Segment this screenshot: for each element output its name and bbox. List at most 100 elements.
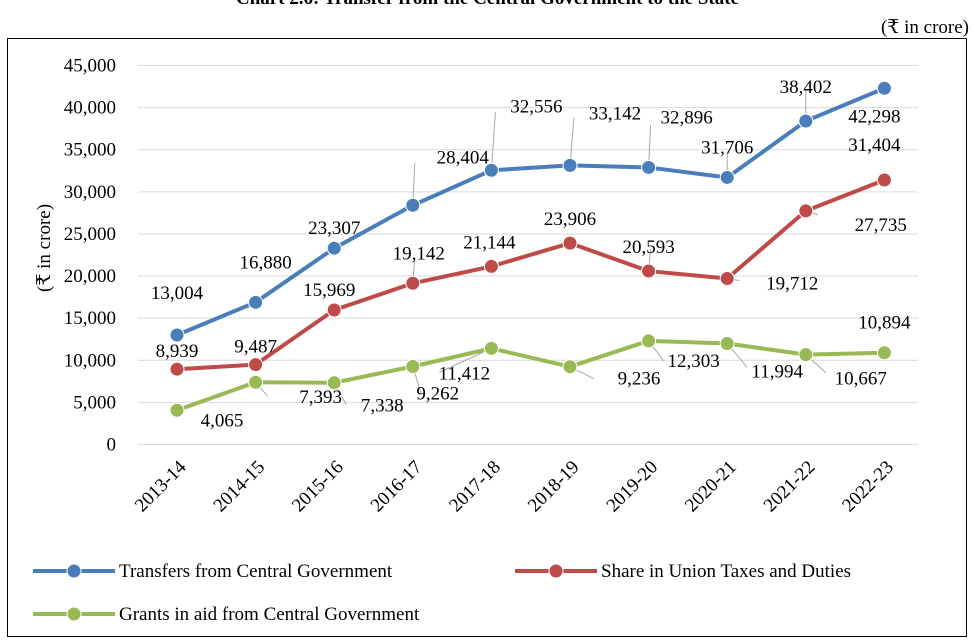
legend-swatch-marker-share bbox=[548, 563, 564, 579]
series-line-grants bbox=[176, 338, 885, 413]
data-point-grants bbox=[326, 375, 342, 391]
data-point-grants bbox=[405, 358, 421, 374]
data-point-transfers bbox=[405, 197, 421, 213]
data-label-share: 19,142 bbox=[393, 243, 445, 264]
data-point-share bbox=[641, 263, 657, 279]
data-label-share: 15,969 bbox=[303, 280, 355, 301]
x-tick-label: 2021-22 bbox=[760, 457, 820, 517]
data-label-share: 27,735 bbox=[855, 215, 907, 236]
data-label-share: 9,487 bbox=[234, 337, 277, 358]
x-axis: 2013-14 2014-15 2015-16 2016-17 2017-18 2018-… bbox=[131, 456, 898, 516]
data-point-share bbox=[248, 357, 264, 373]
series-line-share bbox=[176, 178, 886, 372]
data-point-share bbox=[483, 258, 499, 274]
data-label-transfers: 28,404 bbox=[437, 147, 490, 168]
data-label-transfers: 13,004 bbox=[151, 283, 204, 304]
data-label-share: 8,939 bbox=[156, 341, 199, 362]
leader-line bbox=[569, 117, 575, 166]
y-tick-label: 35,000 bbox=[64, 140, 116, 161]
legend-swatch-marker-transfers bbox=[66, 563, 82, 579]
legend: Transfers from Central Government Share i… bbox=[33, 561, 851, 625]
x-tick-label: 2019-20 bbox=[603, 457, 663, 517]
data-label-share: 23,906 bbox=[544, 209, 596, 230]
data-point-transfers bbox=[169, 327, 185, 343]
data-point-grants bbox=[562, 359, 578, 375]
data-point-share bbox=[798, 203, 814, 219]
series-group bbox=[169, 80, 892, 418]
leader-line bbox=[490, 112, 496, 171]
legend-swatch-marker-grants bbox=[66, 606, 82, 622]
chart-frame bbox=[7, 38, 967, 637]
data-point-transfers bbox=[798, 113, 814, 129]
data-label-grants: 11,994 bbox=[751, 361, 803, 382]
y-tick-label: 15,000 bbox=[64, 308, 116, 329]
y-tick-label: 45,000 bbox=[64, 56, 116, 77]
x-tick-label: 2018-19 bbox=[524, 457, 584, 517]
data-label-grants: 9,236 bbox=[618, 369, 661, 390]
data-point-transfers bbox=[562, 157, 578, 173]
data-label-grants: 9,262 bbox=[416, 383, 459, 404]
data-point-transfers bbox=[248, 294, 264, 310]
data-label-transfers: 16,880 bbox=[239, 252, 291, 273]
data-point-grants bbox=[169, 402, 185, 418]
data-point-share bbox=[562, 235, 578, 251]
data-point-transfers bbox=[876, 80, 892, 96]
data-point-share bbox=[876, 172, 892, 188]
series-line-transfers bbox=[176, 86, 886, 337]
legend-label-grants: Grants in aid from Central Government bbox=[119, 604, 420, 625]
y-tick-label: 40,000 bbox=[64, 98, 116, 119]
data-point-transfers bbox=[719, 169, 735, 185]
data-label-share: 21,144 bbox=[463, 232, 516, 253]
data-label-transfers: 32,896 bbox=[660, 107, 712, 128]
y-tick-label: 10,000 bbox=[64, 350, 116, 371]
data-label-transfers: 32,556 bbox=[510, 96, 562, 117]
data-point-share bbox=[326, 302, 342, 318]
data-labels: 13,004 16,880 23,307 28,404 32,556 33,142 32,8… bbox=[151, 77, 911, 431]
data-label-grants: 10,894 bbox=[858, 313, 911, 334]
data-label-grants: 12,303 bbox=[667, 351, 719, 372]
data-point-grants bbox=[641, 333, 657, 349]
data-point-transfers bbox=[483, 162, 499, 178]
y-axis-title: (₹ in crore) bbox=[34, 204, 55, 292]
x-tick-label: 2013-14 bbox=[131, 456, 191, 516]
data-point-transfers bbox=[641, 159, 657, 175]
x-tick-label: 2020-21 bbox=[681, 457, 741, 517]
y-tick-label: 5,000 bbox=[73, 392, 116, 413]
data-label-transfers: 23,307 bbox=[308, 218, 360, 239]
data-label-grants: 7,393 bbox=[299, 387, 342, 408]
data-label-share: 20,593 bbox=[622, 237, 674, 258]
data-label-grants: 10,667 bbox=[835, 369, 887, 390]
y-tick-label: 0 bbox=[107, 435, 117, 456]
data-point-grants bbox=[719, 335, 735, 351]
x-tick-label: 2017-18 bbox=[445, 457, 505, 517]
data-point-grants bbox=[876, 345, 892, 361]
y-tick-label: 20,000 bbox=[64, 266, 116, 287]
data-point-grants bbox=[798, 347, 814, 363]
data-label-grants: 7,338 bbox=[361, 396, 404, 417]
legend-label-share: Share in Union Taxes and Duties bbox=[601, 561, 851, 582]
data-label-share: 31,404 bbox=[848, 135, 901, 156]
data-label-share: 19,712 bbox=[766, 273, 818, 294]
data-point-share bbox=[405, 275, 421, 291]
legend-label-transfers: Transfers from Central Government bbox=[119, 561, 393, 582]
gridlines bbox=[138, 65, 918, 445]
data-label-transfers: 38,402 bbox=[780, 77, 832, 98]
data-point-transfers bbox=[326, 240, 342, 256]
unit-note: (₹ in crore) bbox=[880, 17, 969, 38]
y-tick-label: 30,000 bbox=[64, 182, 116, 203]
y-tick-label: 25,000 bbox=[64, 224, 116, 245]
data-point-grants bbox=[483, 340, 499, 356]
x-tick-label: 2022-23 bbox=[838, 457, 898, 517]
chart-title: Chart 2.6: Transfer from the Central Gov… bbox=[0, 0, 975, 10]
data-point-grants bbox=[248, 374, 264, 390]
data-label-transfers: 33,142 bbox=[589, 103, 641, 124]
data-label-transfers: 31,706 bbox=[701, 137, 753, 158]
data-point-share bbox=[719, 270, 735, 286]
data-label-grants: 4,065 bbox=[201, 410, 244, 431]
x-tick-label: 2014-15 bbox=[210, 457, 270, 517]
data-label-grants: 11,412 bbox=[439, 363, 491, 384]
x-tick-label: 2015-16 bbox=[288, 457, 348, 517]
data-label-transfers: 42,298 bbox=[848, 106, 900, 127]
x-tick-label: 2016-17 bbox=[367, 457, 427, 517]
